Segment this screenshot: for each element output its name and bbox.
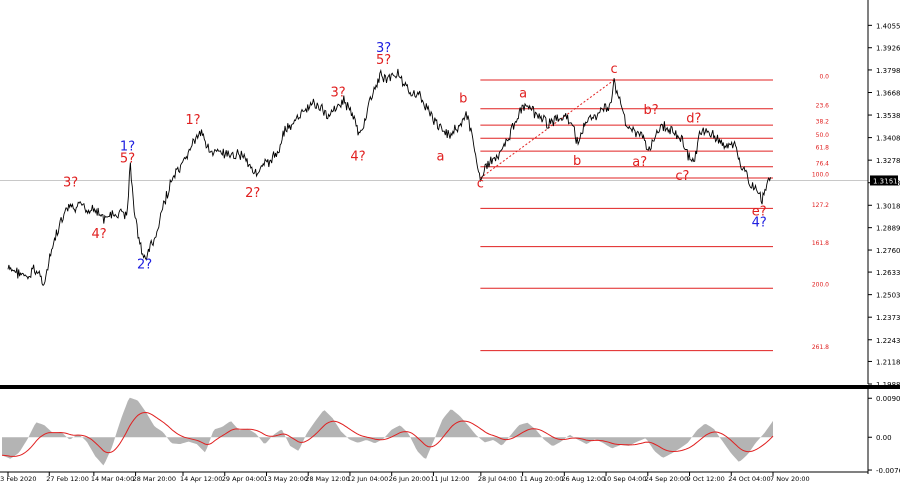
- oscillator-tick-label: 0.00905: [876, 395, 900, 403]
- fib-level-label: 38.2: [816, 119, 830, 126]
- time-tick-label: 24 Oct 04:00: [728, 475, 770, 483]
- time-tick-label: 26 Aug 12:00: [561, 475, 605, 483]
- wave-label: 1?: [120, 139, 135, 154]
- wave-label: a: [519, 87, 527, 102]
- fib-level-label: 50.0: [816, 132, 830, 139]
- price-tick-label: 1.2889: [876, 225, 900, 233]
- wave-label: c: [611, 62, 618, 77]
- oscillator-tick-label: -0.00761: [876, 467, 900, 475]
- time-tick-label: 24 Sep 20:00: [645, 475, 688, 483]
- time-tick-label: 27 Feb 12:00: [46, 475, 89, 483]
- time-tick-label: 14 Mar 04:00: [91, 475, 134, 483]
- time-tick-label: 28 May 12:00: [305, 475, 350, 483]
- wave-label: c: [477, 177, 484, 192]
- price-tick-label: 1.3148: [876, 180, 900, 188]
- price-tick-label: 1.3668: [876, 89, 900, 97]
- oscillator-tick-label: 0.00: [876, 434, 892, 442]
- price-tick-label: 1.3798: [876, 67, 900, 75]
- price-tick-label: 1.3538: [876, 112, 900, 120]
- wave-label: c?: [675, 169, 689, 184]
- fib-level-label: 127.2: [812, 202, 829, 209]
- wave-label: 5?: [376, 53, 391, 68]
- time-tick-label: 9 Oct 12:00: [687, 475, 725, 483]
- wave-label: 3?: [331, 85, 346, 100]
- wave-label: 4?: [91, 227, 106, 242]
- wave-label: a: [437, 150, 445, 165]
- price-tick-label: 1.2760: [876, 247, 900, 255]
- time-tick-label: 10 Sep 04:00: [603, 475, 646, 483]
- wave-label: 3?: [376, 41, 391, 56]
- price-tick-label: 1.3018: [876, 202, 900, 210]
- price-tick-label: 1.4055: [876, 22, 900, 30]
- wave-label: b: [459, 92, 467, 107]
- fib-level-label: 61.8: [816, 145, 830, 152]
- fib-level-label: 161.8: [812, 240, 829, 247]
- fib-level-label: 23.6: [816, 102, 830, 109]
- fib-level-label: 261.8: [812, 344, 829, 351]
- price-tick-label: 1.2118: [876, 358, 900, 366]
- time-tick-label: 13 May 20:00: [263, 475, 308, 483]
- time-tick-label: 11 Aug 20:00: [520, 475, 564, 483]
- price-tick-label: 1.2633: [876, 269, 900, 277]
- wave-label: 2?: [137, 257, 152, 272]
- wave-label: 1?: [185, 113, 200, 128]
- current-price-label: 1.3161: [873, 177, 898, 185]
- wave-label: e?: [752, 204, 767, 219]
- oscillator-signal-line: [1, 411, 774, 457]
- wave-label: 2?: [245, 186, 260, 201]
- price-line: [7, 68, 772, 287]
- time-tick-label: 13 Feb 2020: [0, 475, 36, 483]
- price-tick-label: 1.3926: [876, 45, 900, 53]
- oscillator-panel: [1, 397, 774, 466]
- price-tick-label: 1.2373: [876, 314, 900, 322]
- wave-label: d?: [686, 112, 701, 127]
- time-tick-label: 11 Jul 12:00: [430, 475, 469, 483]
- wave-label: 5?: [120, 151, 135, 166]
- wave-label: 4?: [350, 150, 365, 165]
- fib-level-label: 200.0: [812, 282, 829, 289]
- price-tick-label: 1.2503: [876, 292, 900, 300]
- panel-separator: [0, 385, 900, 389]
- price-tick-label: 1.3408: [876, 135, 900, 143]
- price-series: 1.3161: [0, 68, 898, 287]
- fibonacci-levels: 0.0 23.6 38.2 50.0 61.8 76.4 100.0 127.2 161.8 20…: [480, 74, 829, 352]
- wave-label: a?: [632, 155, 647, 170]
- time-tick-label: 28 Jul 04:00: [478, 475, 517, 483]
- oscillator-histogram: [2, 397, 773, 466]
- fib-level-label: 100.0: [812, 172, 829, 179]
- time-tick-label: 14 Apr 12:00: [180, 475, 222, 483]
- time-tick-label: 29 Apr 04:00: [222, 475, 264, 483]
- fib-level-label: 0.0: [819, 74, 829, 81]
- wave-label: 4?: [752, 216, 767, 231]
- time-tick-label: 28 Mar 20:00: [133, 475, 176, 483]
- time-tick-label: 26 Jun 20:00: [389, 475, 430, 483]
- time-tick-label: 7 Nov 20:00: [770, 475, 810, 483]
- fib-level-label: 76.4: [816, 160, 830, 167]
- wave-label: b?: [644, 103, 659, 118]
- time-tick-label: 12 Jun 04:00: [347, 475, 388, 483]
- price-tick-label: 1.3278: [876, 157, 900, 165]
- wave-label: 3?: [63, 176, 78, 191]
- wave-label: b: [573, 154, 581, 169]
- current-price-tag: [870, 175, 898, 186]
- price-tick-label: 1.2243: [876, 337, 900, 345]
